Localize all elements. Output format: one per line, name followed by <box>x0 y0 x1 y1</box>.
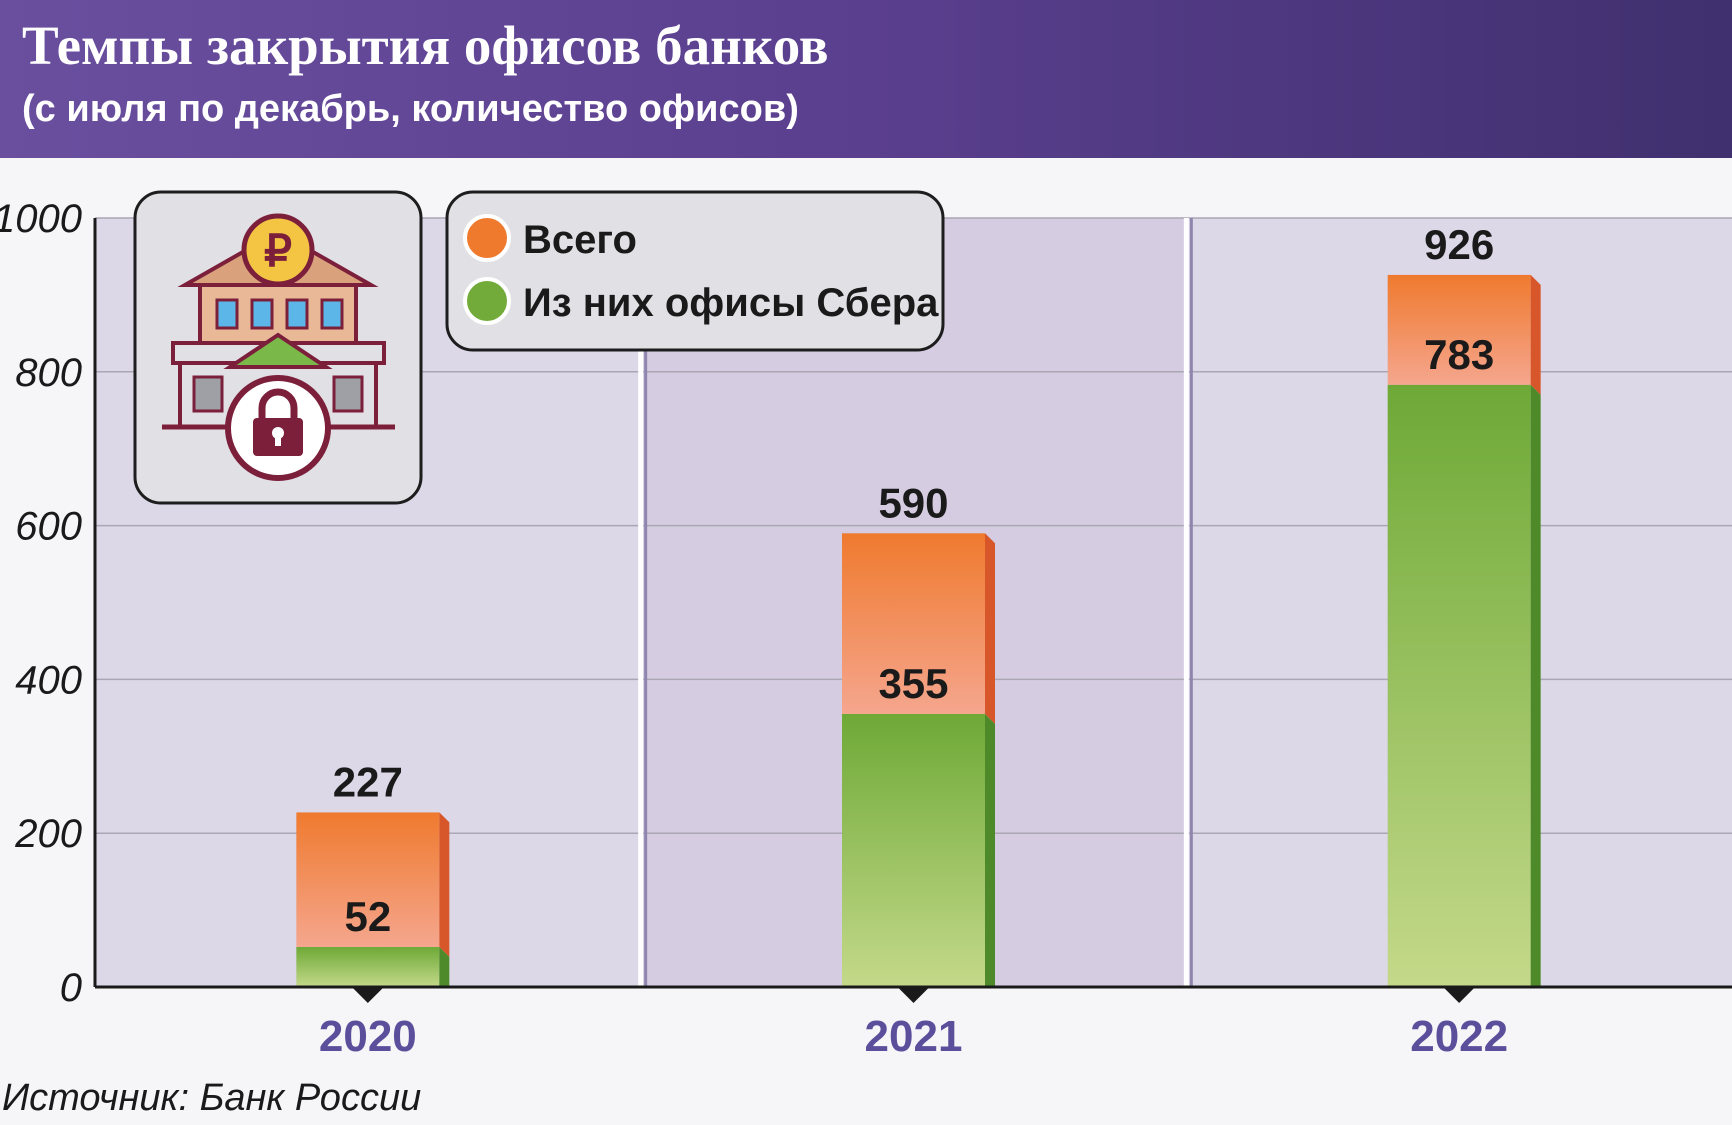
data-label-total: 926 <box>1424 221 1494 268</box>
x-tick-label: 2021 <box>865 1012 963 1061</box>
legend-label-sber: Из них офисы Сбера <box>523 281 939 325</box>
bar-sber-2021 <box>842 714 985 987</box>
bar-sber-2020 <box>296 947 440 987</box>
data-label-total: 590 <box>878 479 948 526</box>
svg-text:₽: ₽ <box>264 227 292 276</box>
legend-swatch-sber <box>463 277 511 325</box>
chart-title: Темпы закрытия офисов банков <box>22 15 829 76</box>
data-label-sber: 783 <box>1424 331 1494 378</box>
legend-item-sber: Из них офисы Сбера <box>463 277 939 325</box>
header-banner: Темпы закрытия офисов банков (с июля по … <box>0 0 1732 158</box>
x-tick-label: 2022 <box>1410 1012 1508 1061</box>
source-note: Источник: Банк России <box>2 1077 422 1119</box>
bar-sber-side <box>985 714 995 987</box>
bar-total-2022 <box>1387 274 1531 385</box>
bar-sber-side <box>439 947 450 987</box>
bar-total-side <box>985 533 995 725</box>
data-label-total: 227 <box>333 758 403 805</box>
x-tick-marker <box>897 987 930 1003</box>
legend-swatch-total <box>463 214 511 262</box>
bar-total-2021 <box>842 533 985 715</box>
chart-subtitle: (с июля по декабрь, количество офисов) <box>22 88 799 130</box>
legend-item-total: Всего <box>463 214 637 262</box>
bar-sber-2022 <box>1387 384 1531 987</box>
legend-label-total: Всего <box>523 218 637 262</box>
x-tick-marker <box>351 987 384 1003</box>
y-tick-label: 1000 <box>0 197 82 241</box>
data-label-sber: 52 <box>344 893 391 940</box>
y-tick-label: 0 <box>60 966 82 1010</box>
icon-card: ₽ <box>133 190 423 505</box>
y-tick-label: 800 <box>15 351 82 395</box>
x-tick-label: 2020 <box>319 1012 417 1061</box>
bar-total-2020 <box>296 812 440 948</box>
y-tick-label: 600 <box>15 505 82 549</box>
ruble-icon: ₽ <box>241 213 315 287</box>
y-tick-label: 400 <box>15 658 82 702</box>
padlock-icon <box>225 375 331 481</box>
bar-total-side <box>1530 274 1541 395</box>
legend: Всего Из них офисы Сбера <box>445 190 945 352</box>
bar-sber-side <box>1530 384 1541 987</box>
data-label-sber: 355 <box>878 660 948 707</box>
x-tick-marker <box>1443 987 1476 1003</box>
bar-total-side <box>439 812 450 958</box>
y-tick-label: 200 <box>14 812 82 856</box>
